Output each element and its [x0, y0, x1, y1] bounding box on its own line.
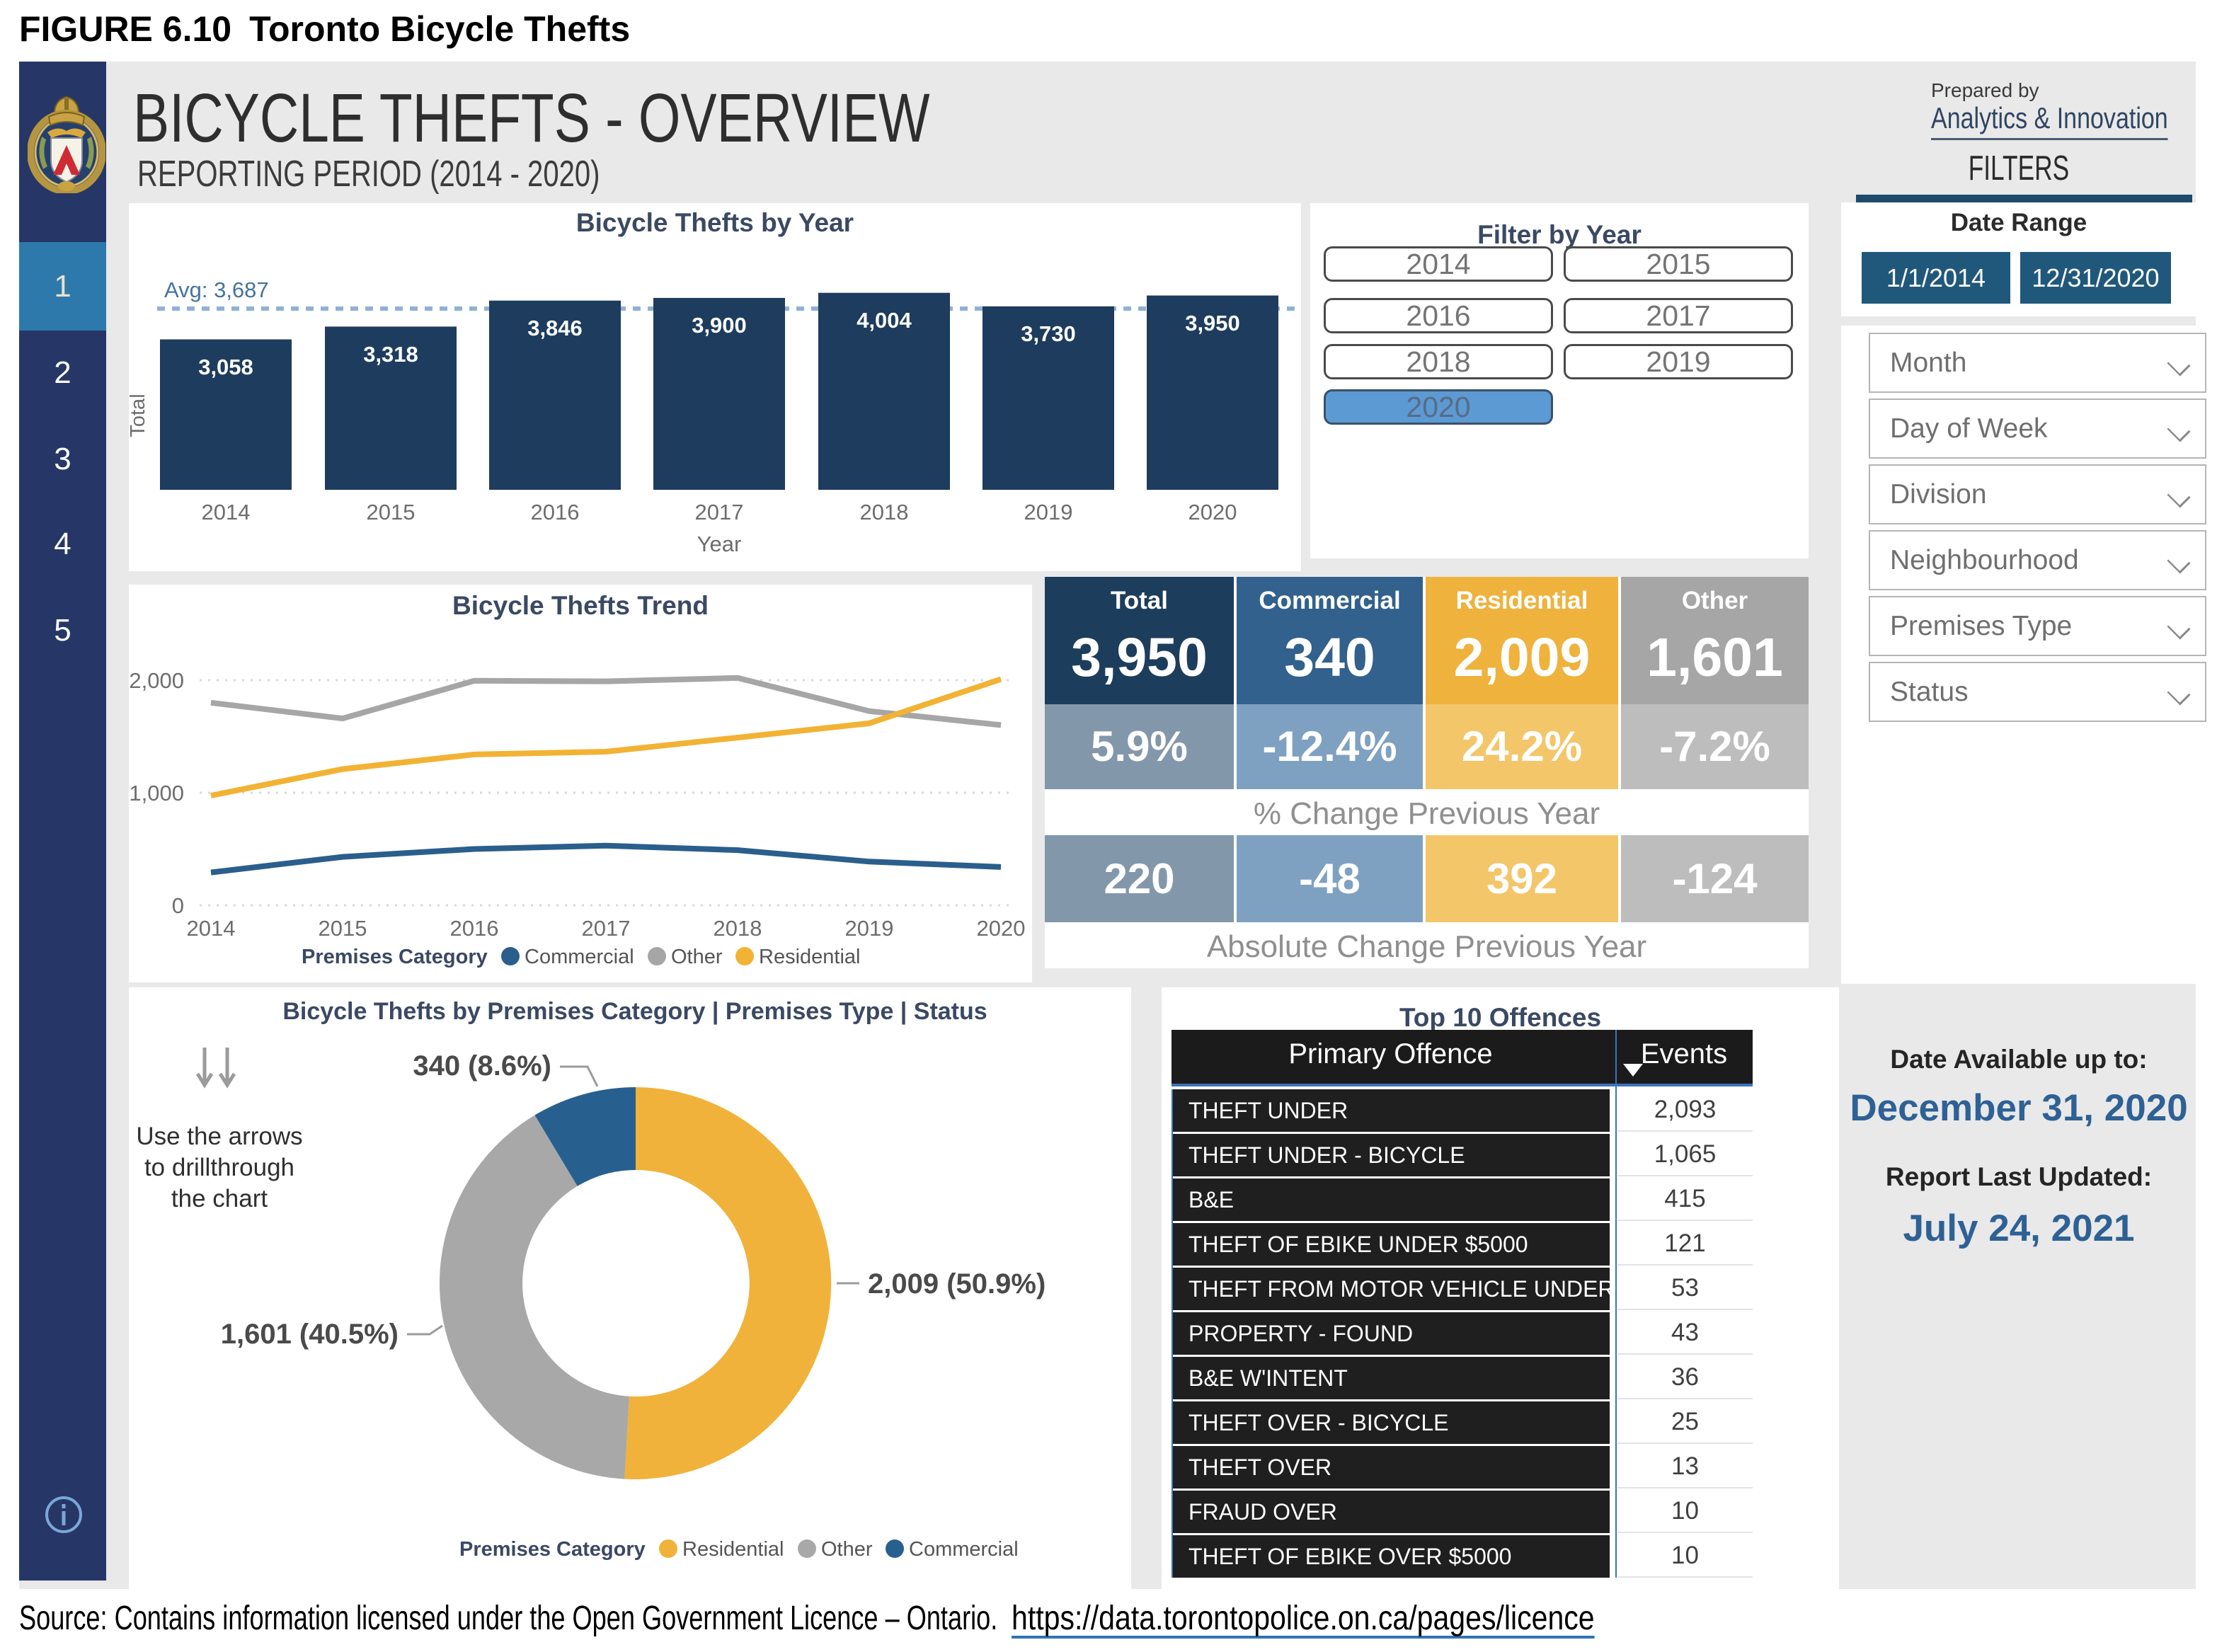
svg-text:Commercial: Commercial	[909, 1538, 1019, 1561]
svg-text:3,058: 3,058	[198, 355, 253, 379]
svg-text:1,601 (40.5%): 1,601 (40.5%)	[221, 1319, 399, 1350]
svg-text:3,950: 3,950	[1185, 311, 1240, 335]
svg-text:3,730: 3,730	[1021, 321, 1076, 346]
svg-text:0: 0	[172, 893, 184, 918]
svg-text:3,318: 3,318	[363, 342, 418, 367]
svg-text:Year: Year	[697, 532, 742, 556]
svg-text:Residential: Residential	[759, 946, 860, 968]
svg-text:to drillthrough: to drillthrough	[144, 1154, 294, 1181]
svg-text:Bicycle Thefts by Premises Cat: Bicycle Thefts by Premises Category | Pr…	[282, 998, 987, 1025]
svg-text:2016: 2016	[531, 500, 580, 524]
svg-text:Premises Category: Premises Category	[459, 1538, 646, 1561]
svg-text:2020: 2020	[977, 916, 1026, 941]
svg-text:2017: 2017	[695, 500, 744, 524]
svg-text:1,000: 1,000	[129, 781, 184, 805]
svg-text:Bicycle Thefts by Year: Bicycle Thefts by Year	[576, 208, 854, 237]
svg-text:2018: 2018	[714, 916, 762, 941]
svg-text:Avg: 3,687: Avg: 3,687	[164, 277, 269, 302]
svg-text:2019: 2019	[845, 916, 894, 941]
svg-text:2014: 2014	[187, 916, 236, 941]
svg-text:Total: Total	[129, 394, 149, 437]
svg-text:Bicycle Thefts Trend: Bicycle Thefts Trend	[452, 591, 709, 620]
svg-text:Premises Category: Premises Category	[302, 946, 488, 968]
svg-text:Commercial: Commercial	[525, 946, 634, 968]
svg-text:4,004: 4,004	[857, 308, 912, 333]
svg-text:Use the arrows: Use the arrows	[136, 1123, 302, 1150]
svg-text:2014: 2014	[202, 500, 251, 524]
svg-text:2015: 2015	[367, 500, 416, 524]
svg-text:3,900: 3,900	[692, 313, 747, 338]
svg-text:340 (8.6%): 340 (8.6%)	[413, 1050, 551, 1082]
svg-text:the chart: the chart	[171, 1185, 268, 1212]
svg-text:2019: 2019	[1024, 500, 1073, 524]
svg-text:Other: Other	[821, 1538, 873, 1561]
svg-text:2015: 2015	[319, 916, 367, 941]
svg-text:2,009 (50.9%): 2,009 (50.9%)	[868, 1268, 1046, 1300]
svg-text:2016: 2016	[450, 916, 499, 941]
svg-text:3,846: 3,846	[527, 316, 583, 340]
svg-text:Residential: Residential	[682, 1538, 784, 1561]
svg-text:Other: Other	[671, 946, 723, 968]
svg-text:2017: 2017	[582, 916, 631, 941]
svg-text:2018: 2018	[860, 500, 909, 524]
svg-text:2,000: 2,000	[129, 668, 184, 693]
svg-text:2020: 2020	[1188, 500, 1237, 524]
